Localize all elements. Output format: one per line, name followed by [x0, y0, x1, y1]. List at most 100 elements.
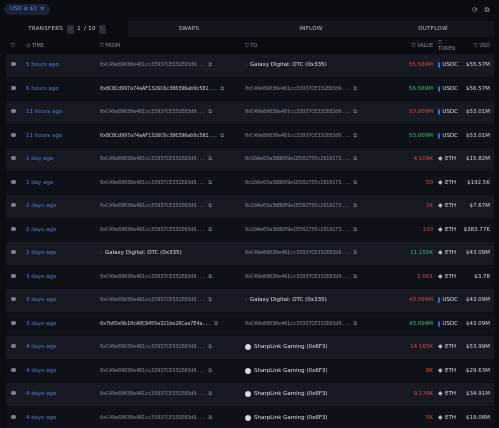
copy-icon[interactable]: ⧉ [353, 273, 357, 280]
usd-column-header[interactable]: ⛉ USD [473, 43, 490, 49]
table-row[interactable]: 4 days ago 0xC49e89030e481cc33937CE331E8… [6, 336, 494, 360]
row-time[interactable]: 3 days ago [26, 297, 57, 304]
row-eye-icon[interactable] [6, 297, 18, 303]
row-eye-icon[interactable] [6, 391, 18, 397]
row-eye-icon[interactable] [6, 156, 18, 162]
copy-icon[interactable]: ⧉ [353, 85, 357, 92]
row-time[interactable]: 6 hours ago [26, 85, 59, 92]
to-address[interactable]: 0xC49e89030e481cc33937CE331E83d9... [245, 273, 351, 280]
to-address[interactable]: 0x10Ae03a388D09e1E502755c2919173... [245, 179, 351, 186]
row-time[interactable]: 5 hours ago [26, 62, 59, 69]
from-address[interactable]: 0xC49e89030e481cc33937CE331E83d9... [100, 273, 206, 280]
copy-icon[interactable]: ⧉ [353, 203, 357, 210]
row-time[interactable]: 1 day ago [26, 156, 54, 163]
from-address[interactable]: 0xC49e89030e481cc33937CE331E83d9... [100, 109, 206, 116]
table-row[interactable]: 1 day ago 0xC49e89030e481cc33937CE331E83… [6, 148, 494, 172]
row-time[interactable]: 4 days ago [26, 414, 57, 421]
to-address[interactable]: 0xC49e89030e481cc33937CE331E83d9... [245, 109, 351, 116]
row-eye-icon[interactable] [6, 109, 18, 115]
copy-icon[interactable]: ⧉ [220, 132, 224, 139]
from-address[interactable]: 0x8C8Cd997a74aAF1326C6c386396ab9c581... [100, 85, 218, 92]
copy-icon[interactable]: ⧉ [208, 367, 212, 374]
usd-filter-pill[interactable]: USD ≥ $1 × [4, 4, 51, 15]
row-eye-icon[interactable] [6, 250, 18, 256]
copy-icon[interactable]: ⧉ [208, 109, 212, 116]
to-column-header[interactable]: ⛉ TO [245, 43, 258, 49]
table-row[interactable]: 2 days ago 0xC49e89030e481cc33937CE331E8… [6, 218, 494, 242]
table-row[interactable]: 3 days ago 0xC49e89030e481cc33937CE331E8… [6, 265, 494, 289]
row-time[interactable]: 2 days ago [26, 203, 57, 210]
copy-icon[interactable]: ⧉ [220, 85, 224, 92]
from-address[interactable]: 0xC49e89030e481cc33937CE331E83d9... [100, 203, 206, 210]
table-row[interactable]: 11 hours ago 0x8C8Cd997a74aAF1326C6c3863… [6, 124, 494, 148]
token-column-header[interactable]: ⛉ TOKEN [438, 40, 456, 52]
from-address[interactable]: 0xC49e89030e481cc33937CE331E83d9... [100, 226, 206, 233]
copy-icon[interactable]: ⧉ [208, 273, 212, 280]
close-icon[interactable]: × [39, 6, 45, 12]
row-time[interactable]: 1 day ago [26, 179, 54, 186]
row-eye-icon[interactable] [6, 85, 18, 92]
from-address[interactable]: 0xC49e89030e481cc33937CE331E83d9... [100, 344, 206, 351]
from-address[interactable]: 0xC49e89030e481cc33937CE331E83d9... [100, 391, 206, 398]
row-time[interactable]: 4 days ago [26, 391, 57, 398]
table-row[interactable]: 1 day ago 0xC49e89030e481cc33937CE331E83… [6, 171, 494, 195]
filter-icon[interactable]: ⛉ [11, 43, 15, 49]
table-row[interactable]: 4 days ago 0xC49e89030e481cc33937CE331E8… [6, 383, 494, 407]
table-row[interactable]: 5 hours ago 0xC49e89030e481cc33937CE331E… [6, 54, 494, 78]
to-address[interactable]: 0x10Ae03a388D09e1E502755c2919173... [245, 203, 351, 210]
table-row[interactable]: 4 days ago 0xC49e89030e481cc33937CE331E8… [6, 406, 494, 428]
to-entity[interactable]: SharpLink Gaming (0x6F3) [254, 344, 328, 351]
from-address[interactable]: 0xC49e89030e481cc33937CE331E83d9... [100, 414, 206, 421]
row-eye-icon[interactable] [6, 203, 18, 209]
row-eye-icon[interactable] [6, 273, 18, 280]
tab-outflow[interactable]: OUTFLOW [418, 26, 448, 32]
to-entity[interactable]: SharpLink Gaming (0x6F3) [254, 414, 328, 421]
row-eye-icon[interactable] [6, 226, 18, 233]
row-time[interactable]: 2 days ago [26, 226, 57, 233]
to-address[interactable]: 0xC49e89030e481cc33937CE331E83d9... [245, 250, 351, 257]
row-time[interactable]: 11 hours ago [26, 132, 63, 139]
row-time[interactable]: 3 days ago [26, 273, 57, 280]
row-eye-icon[interactable] [6, 320, 18, 327]
to-address[interactable]: 0xC49e89030e481cc33937CE331E83d9... [245, 320, 351, 327]
from-address[interactable]: 0xC49e89030e481cc33937CE331E83d9... [100, 297, 206, 304]
copy-icon[interactable]: ⧉ [208, 297, 212, 304]
copy-icon[interactable]: ⧉ [208, 391, 212, 398]
copy-icon[interactable]: ⧉ [353, 109, 357, 116]
table-row[interactable]: 3 days ago 0x7b65e9b10cA0C8455e321be20Ca… [6, 312, 494, 336]
row-eye-icon[interactable] [6, 179, 18, 186]
row-time[interactable]: 3 days ago [26, 320, 57, 327]
refresh-icon[interactable]: ⟳ [472, 6, 478, 14]
from-address[interactable]: 0xC49e89030e481cc33937CE331E83d9... [100, 156, 206, 163]
prev-page-button[interactable]: ‹ [67, 24, 75, 34]
copy-icon[interactable]: ⧉ [208, 62, 212, 69]
row-eye-icon[interactable] [6, 132, 18, 139]
table-row[interactable]: 3 days ago 0xC49e89030e481cc33937CE331E8… [6, 289, 494, 313]
time-column-header[interactable]: ◷ TIME [26, 43, 44, 49]
tab-inflow[interactable]: INFLOW [299, 26, 323, 32]
copy-icon[interactable]: ⧉ [208, 203, 212, 210]
from-address[interactable]: 0xC49e89030e481cc33937CE331E83d9... [100, 367, 206, 374]
row-eye-icon[interactable] [6, 414, 18, 421]
copy-icon[interactable]: ⧉ [353, 156, 357, 163]
row-time[interactable]: 4 days ago [26, 367, 57, 374]
from-address[interactable]: 0x7b65e9b10cA0C8455e321be20Caa7E4a... [100, 320, 212, 327]
row-time[interactable]: 2 days ago [26, 250, 57, 257]
to-address[interactable]: 0x10Ae03a388D09e1E502755c2919173... [245, 156, 351, 163]
row-eye-icon[interactable] [6, 344, 18, 350]
table-row[interactable]: 6 hours ago 0x8C8Cd997a74aAF1326C6c38639… [6, 77, 494, 101]
copy-icon[interactable]: ⧉ [208, 226, 212, 233]
to-address[interactable]: 0xC49e89030e481cc33937CE331E83d9... [245, 85, 351, 92]
tab-swaps[interactable]: SWAPS [178, 26, 200, 32]
from-entity[interactable]: Galaxy Digital: OTC (0x335) [105, 250, 182, 257]
copy-icon[interactable]: ⧉ [353, 320, 357, 327]
tab-transfers[interactable]: TRANSFERS ‹ 1 / 10 › [6, 21, 128, 37]
row-eye-icon[interactable] [6, 62, 18, 68]
table-row[interactable]: 2 days ago 0xC49e89030e481cc33937CE331E8… [6, 195, 494, 219]
copy-icon[interactable]: ⧉ [208, 179, 212, 186]
to-address[interactable]: 0xC49e89030e481cc33937CE331E83d9... [245, 132, 351, 139]
copy-icon[interactable]: ⧉ [208, 344, 212, 351]
next-page-button[interactable]: › [98, 24, 106, 34]
copy-icon[interactable]: ⧉ [208, 156, 212, 163]
copy-icon[interactable]: ⧉ [208, 414, 212, 421]
